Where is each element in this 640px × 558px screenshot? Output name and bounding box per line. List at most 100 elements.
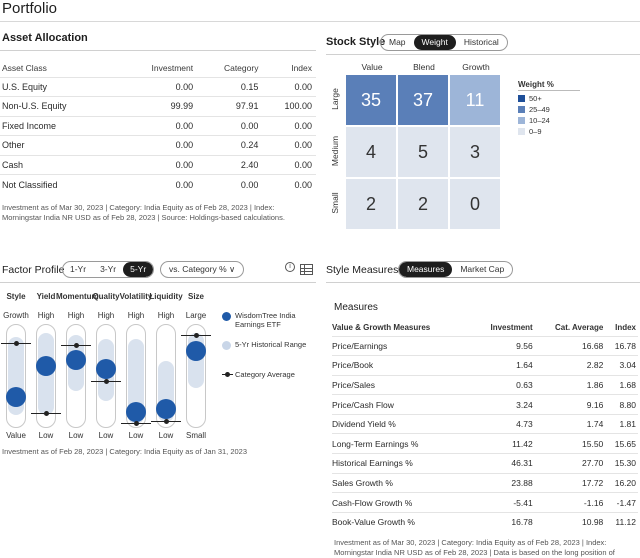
table-row: Fixed Income 0.00 0.00 0.00: [0, 115, 316, 136]
measure-name-cell: Price/Sales: [332, 374, 473, 395]
table-header-row: Asset Class Investment Category Index: [0, 59, 316, 77]
category-average-marker: [181, 333, 211, 339]
tab-weight[interactable]: Weight: [413, 35, 456, 50]
style-column-label: Value: [361, 62, 383, 72]
factor-top-label: High: [67, 311, 85, 320]
fund-marker: [126, 402, 146, 423]
weight-legend-item: 25–49: [518, 105, 550, 114]
measure-value-cell: 16.78: [472, 511, 535, 532]
weight-legend-title: Weight %: [518, 80, 554, 89]
tab-1yr[interactable]: 1-Yr: [70, 264, 87, 274]
stock-style-panel: Stock Style Map Weight Historical Value …: [326, 28, 640, 248]
measures-subtitle: Measures: [334, 302, 378, 313]
style-box-cell: 37: [398, 75, 448, 125]
legend-category: Category Average: [222, 370, 314, 379]
measure-name-cell: Long-Term Earnings %: [332, 433, 473, 454]
factor-track: [61, 324, 91, 428]
weight-legend-item: 10–24: [518, 116, 550, 125]
factor-track: [31, 324, 61, 428]
factor-bottom-label: Low: [158, 431, 174, 440]
value-cell: 0.00: [119, 76, 198, 97]
column-header: Category: [223, 62, 259, 73]
tab-market-cap[interactable]: Market Cap: [460, 264, 505, 274]
table-row: Book-Value Growth % 16.78 10.98 11.12: [332, 511, 638, 532]
column-header: Index: [291, 62, 312, 73]
stock-style-view-toggle: Map Weight Historical: [380, 34, 508, 51]
table-row: Price/Sales 0.63 1.86 1.68: [332, 374, 638, 395]
legend-swatch: [518, 117, 525, 124]
fund-marker: [96, 359, 116, 380]
tab-historical[interactable]: Historical: [463, 37, 499, 47]
legend-fund-label: WisdomTree India Earnings ETF: [235, 311, 296, 329]
legend-range-label: 5-Yr Historical Range: [235, 340, 307, 349]
tab-measures[interactable]: Measures: [399, 262, 453, 277]
measure-value-cell: -1.47: [605, 492, 638, 513]
table-row: Long-Term Earnings % 11.42 15.50 15.65: [332, 433, 638, 454]
category-average-marker: [151, 418, 181, 424]
compare-dropdown[interactable]: vs. Category % ∨: [160, 261, 245, 278]
legend-swatch: [518, 95, 525, 102]
measure-name-cell: Sales Growth %: [332, 472, 473, 493]
table-row: Non-U.S. Equity 99.99 97.91 100.00: [0, 96, 316, 116]
asset-allocation-title: Asset Allocation: [2, 32, 88, 44]
measure-value-cell: 15.50: [534, 433, 606, 454]
measure-value-cell: 1.68: [605, 374, 638, 395]
info-icon[interactable]: i: [285, 262, 295, 272]
factor-profile-panel: Factor Profile 1-Yr 3-Yr 5-Yr vs. Catego…: [0, 258, 316, 463]
table-row: U.S. Equity 0.00 0.15 0.00: [0, 76, 316, 97]
factor-name: Quality: [92, 292, 120, 301]
table-row: Price/Earnings 9.56 16.68 16.78: [332, 335, 638, 356]
value-cell: 0.00: [119, 135, 198, 155]
category-average-marker: [61, 343, 91, 349]
value-cell: 0.24: [197, 135, 263, 155]
asset-class-cell: Non-U.S. Equity: [0, 96, 120, 116]
asset-class-cell: U.S. Equity: [0, 76, 120, 97]
measure-value-cell: 1.81: [605, 413, 638, 434]
tab-3yr[interactable]: 3-Yr: [100, 264, 117, 274]
tab-map[interactable]: Map: [389, 37, 406, 47]
legend-label: 0–9: [529, 127, 542, 136]
value-cell: 0.00: [262, 115, 316, 136]
tab-5yr[interactable]: 5-Yr: [123, 262, 154, 277]
asset-class-cell: Other: [0, 135, 120, 155]
table-row: Sales Growth % 23.88 17.72 16.20: [332, 472, 638, 493]
asset-allocation-footnote: Investment as of Mar 30, 2023 | Category…: [2, 203, 285, 222]
divider: [326, 282, 640, 283]
value-cell: 0.00: [262, 76, 316, 97]
measure-value-cell: 2.82: [534, 355, 606, 376]
style-row-label: Large: [330, 88, 340, 110]
value-cell: 0.00: [119, 174, 198, 194]
measure-value-cell: 16.78: [605, 335, 638, 356]
measure-value-cell: 1.86: [534, 374, 606, 395]
factor-name: Style: [6, 292, 26, 301]
page-title: Portfolio: [2, 0, 58, 17]
value-cell: 0.00: [119, 115, 198, 136]
factor-track: [91, 324, 121, 428]
measure-value-cell: 17.72: [534, 472, 606, 493]
measure-name-cell: Book-Value Growth %: [332, 511, 473, 532]
measure-value-cell: 11.12: [605, 511, 638, 532]
factor-track: [151, 324, 181, 428]
period-toggle: 1-Yr 3-Yr 5-Yr: [62, 261, 155, 278]
measure-value-cell: -5.41: [472, 492, 535, 513]
factor-top-label: Growth: [3, 311, 29, 320]
table-view-icon[interactable]: [300, 264, 313, 275]
factor-name: Volatility: [119, 292, 153, 301]
style-box-cell: 3: [450, 127, 500, 177]
factor-bottom-label: Value: [6, 431, 26, 440]
style-measures-toggle: Measures Market Cap: [398, 261, 514, 278]
legend-range: 5-Yr Historical Range: [222, 340, 314, 350]
factor-top-label: High: [157, 311, 175, 320]
measure-value-cell: 10.98: [534, 511, 606, 532]
measure-value-cell: 3.04: [605, 355, 638, 376]
measure-value-cell: 9.16: [534, 394, 606, 415]
column-header: Investment: [151, 62, 194, 73]
style-measures-title: Style Measures: [326, 264, 399, 276]
table-row: Price/Cash Flow 3.24 9.16 8.80: [332, 394, 638, 415]
style-row-label: Medium: [330, 135, 340, 167]
measure-value-cell: 16.68: [534, 335, 606, 356]
factor-name: Yield: [36, 292, 56, 301]
measure-value-cell: 1.74: [534, 413, 606, 434]
factor-profile-footnote: Investment as of Feb 28, 2023 | Category…: [2, 447, 248, 456]
style-column-label: Growth: [462, 62, 490, 72]
